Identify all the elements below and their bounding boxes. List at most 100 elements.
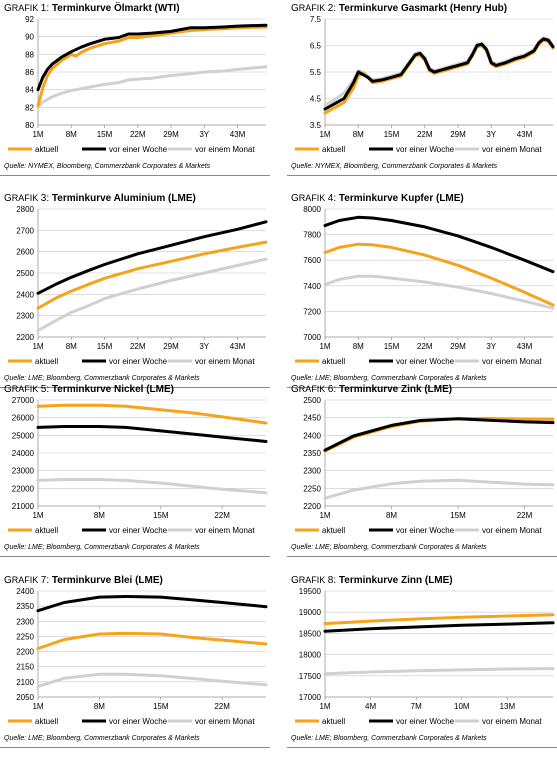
divider xyxy=(0,387,270,388)
series-line-woche xyxy=(36,425,268,443)
legend-label: vor einem Monat xyxy=(195,717,255,726)
chart-source: Quelle: NYMEX, Bloomberg, Commerzbank Co… xyxy=(291,163,498,170)
line-chart: 3.5 4.5 5.5 6.5 7.5 1M 8M 15M 22M 29M 3Y 43M aktuell… xyxy=(295,15,555,154)
chart-panel: GRAFIK 8: Terminkurve Zinn (LME) 17000 175… xyxy=(287,572,557,758)
y-tick-label: 2800 xyxy=(16,205,34,214)
series-line-aktuell xyxy=(36,25,268,108)
x-tick-label: 1M xyxy=(32,511,43,520)
y-tick-label: 86 xyxy=(25,68,34,77)
x-tick-label: 7M xyxy=(411,702,422,711)
grafik-number: 7: xyxy=(40,575,52,586)
x-tick-label: 4M xyxy=(365,702,376,711)
y-tick-label: 2200 xyxy=(16,648,34,657)
y-tick-label: 7800 xyxy=(303,231,321,240)
chart-panel: GRAFIK 2: Terminkurve Gasmarkt (Henry Hu… xyxy=(287,0,557,186)
y-tick-label: 2250 xyxy=(16,632,34,641)
legend-label: vor einer Woche xyxy=(396,717,455,726)
y-tick-label: 2150 xyxy=(16,663,34,672)
x-tick-label: 22M xyxy=(214,702,230,711)
y-tick-label: 7200 xyxy=(303,307,321,316)
x-tick-label: 3Y xyxy=(199,130,209,139)
chart-title-text: Terminkurve Aluminium (LME) xyxy=(51,193,196,204)
x-tick-label: 15M xyxy=(384,130,400,139)
y-tick-label: 22000 xyxy=(12,484,35,493)
grafik-number: 3: xyxy=(40,193,52,204)
line-chart: 2050 2100 2150 2200 2250 2300 2350 2400 1M 8M 15M 2… xyxy=(8,587,268,726)
grafik-prefix-cap: G xyxy=(4,384,12,395)
x-tick-label: 8M xyxy=(353,342,364,351)
x-tick-label: 3Y xyxy=(199,342,209,351)
chart-title-text: Terminkurve Kupfer (LME) xyxy=(338,193,464,204)
x-tick-label: 29M xyxy=(163,342,179,351)
x-tick-label: 8M xyxy=(66,130,77,139)
chart-title: GRAFIK 2: Terminkurve Gasmarkt (Henry Hu… xyxy=(291,3,507,14)
series-line-monat xyxy=(323,478,555,500)
legend-label: aktuell xyxy=(35,357,58,366)
y-tick-label: 17500 xyxy=(299,672,322,681)
line-chart: 21000 22000 23000 24000 25000 26000 27000 1M 8M 1… xyxy=(8,396,268,535)
x-tick-label: 10M xyxy=(454,702,470,711)
legend-label: vor einer Woche xyxy=(396,526,455,535)
y-tick-label: 18000 xyxy=(299,651,322,660)
y-tick-label: 2600 xyxy=(16,248,34,257)
series-line-monat xyxy=(36,672,268,688)
y-tick-label: 27000 xyxy=(12,396,35,405)
y-tick-label: 7.5 xyxy=(310,15,322,24)
legend-label: vor einem Monat xyxy=(195,357,255,366)
x-tick-label: 1M xyxy=(319,702,330,711)
chart-title-text: Terminkurve Ölmarkt (WTI) xyxy=(51,3,180,14)
x-tick-label: 15M xyxy=(153,511,169,520)
chart-title-text: Terminkurve Blei (LME) xyxy=(51,575,163,586)
divider xyxy=(287,747,557,748)
series-line-aktuell xyxy=(36,403,268,425)
chart-source: Quelle: LME; Bloomberg, Commerzbank Corp… xyxy=(4,375,200,382)
grafik-prefix-cap: G xyxy=(291,193,299,204)
x-tick-label: 15M xyxy=(384,342,400,351)
grafik-prefix-rest: RAFIK xyxy=(298,575,328,585)
divider xyxy=(287,556,557,557)
grafik-number: 4: xyxy=(327,193,339,204)
grafik-prefix-cap: G xyxy=(291,575,299,586)
y-tick-label: 2200 xyxy=(303,502,321,511)
series-line-aktuell xyxy=(323,38,555,115)
y-tick-label: 2300 xyxy=(303,467,321,476)
line-chart: 17000 17500 18000 18500 19000 19500 1M 4M 7M 10M 1… xyxy=(295,587,555,726)
legend-label: vor einer Woche xyxy=(109,145,168,154)
series-line-aktuell xyxy=(36,631,268,650)
series-line-woche xyxy=(323,215,555,274)
y-tick-label: 2050 xyxy=(16,693,34,702)
grafik-prefix-cap: G xyxy=(291,384,299,395)
legend-label: vor einer Woche xyxy=(109,526,168,535)
divider xyxy=(0,556,270,557)
y-tick-label: 19000 xyxy=(299,608,322,617)
y-tick-label: 2350 xyxy=(303,449,321,458)
y-tick-label: 90 xyxy=(25,33,34,42)
y-tick-label: 25000 xyxy=(12,431,35,440)
x-tick-label: 3Y xyxy=(486,342,496,351)
x-tick-label: 1M xyxy=(319,342,330,351)
legend-label: vor einem Monat xyxy=(482,526,542,535)
y-tick-label: 2400 xyxy=(16,290,34,299)
chart-source: Quelle: LME; Bloomberg, Commerzbank Corp… xyxy=(4,544,200,551)
grafik-prefix-cap: G xyxy=(4,575,12,586)
x-tick-label: 8M xyxy=(386,511,397,520)
y-tick-label: 2450 xyxy=(303,414,321,423)
legend-label: aktuell xyxy=(322,357,345,366)
grafik-number: 1: xyxy=(40,3,52,14)
x-tick-label: 15M xyxy=(450,511,466,520)
x-tick-label: 22M xyxy=(517,511,533,520)
grafik-prefix-rest: RAFIK xyxy=(11,3,41,13)
y-tick-label: 2400 xyxy=(303,431,321,440)
y-tick-label: 2500 xyxy=(303,396,321,405)
legend-label: aktuell xyxy=(35,717,58,726)
x-tick-label: 43M xyxy=(230,130,246,139)
x-tick-label: 22M xyxy=(214,511,230,520)
divider xyxy=(0,175,270,176)
x-tick-label: 43M xyxy=(230,342,246,351)
line-chart: 7000 7200 7400 7600 7800 8000 1M 8M 15M 22M 29M 3Y 4… xyxy=(295,205,555,366)
y-tick-label: 92 xyxy=(25,15,34,24)
series-line-woche xyxy=(36,23,268,92)
x-tick-label: 1M xyxy=(319,130,330,139)
y-tick-label: 4.5 xyxy=(310,95,322,104)
x-tick-label: 13M xyxy=(500,702,516,711)
